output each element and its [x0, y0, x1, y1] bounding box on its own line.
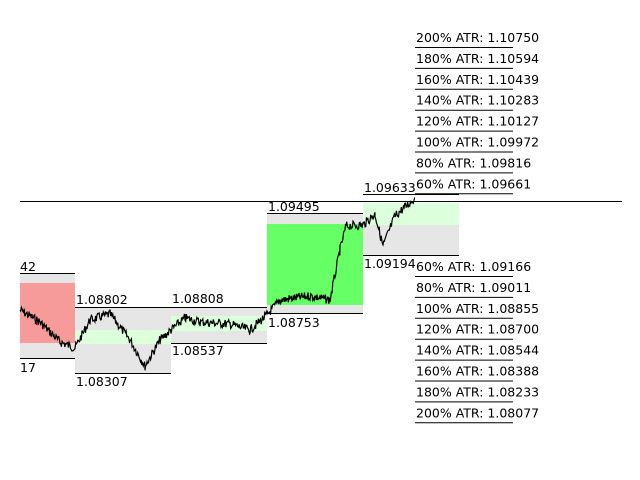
day-low-label: 1.09194 [364, 256, 416, 271]
day-high-label: 1.09633 [364, 180, 416, 195]
atr-label: 160% ATR: 1.10439 [416, 72, 539, 87]
day-high-label: 1.08802 [76, 292, 128, 307]
atr-label: 60% ATR: 1.09166 [416, 259, 531, 274]
atr-label: 140% ATR: 1.10283 [416, 93, 539, 108]
atr-label: 120% ATR: 1.08700 [416, 322, 539, 337]
atr-label: 80% ATR: 1.09816 [416, 155, 531, 170]
day-body [267, 224, 363, 305]
atr-label: 160% ATR: 1.08388 [416, 364, 539, 379]
day-body [20, 283, 75, 343]
atr-label: 120% ATR: 1.10127 [416, 114, 539, 129]
day-low-label: 1.08537 [172, 343, 224, 358]
atr-label: 200% ATR: 1.08077 [416, 405, 539, 420]
atr-levels: 200% ATR: 1.10750 180% ATR: 1.10594 160% A… [415, 30, 539, 424]
atr-label: 60% ATR: 1.09661 [416, 176, 531, 191]
day-low-label: 1.08307 [76, 374, 128, 389]
price-line [19, 197, 416, 371]
atr-label: 200% ATR: 1.10750 [416, 30, 539, 45]
day-body [75, 330, 171, 344]
day-high-label: 1.09495 [268, 199, 320, 214]
atr-label: 140% ATR: 1.08544 [416, 343, 539, 358]
atr-label: 100% ATR: 1.09972 [416, 135, 539, 150]
atr-label: 80% ATR: 1.09011 [416, 280, 531, 295]
atr-label: 180% ATR: 1.08233 [416, 384, 539, 399]
day-body [363, 203, 459, 225]
day-high-label: 42 [20, 259, 36, 274]
day-low-label: 1.08753 [268, 315, 320, 330]
atr-label: 100% ATR: 1.08855 [416, 301, 539, 316]
day-low-label: 17 [20, 360, 36, 375]
day-labels: 42 17 1.08802 1.08307 1.08808 1.08537 1.… [20, 180, 416, 389]
atr-label: 180% ATR: 1.10594 [416, 51, 539, 66]
day-high-label: 1.08808 [172, 291, 224, 306]
